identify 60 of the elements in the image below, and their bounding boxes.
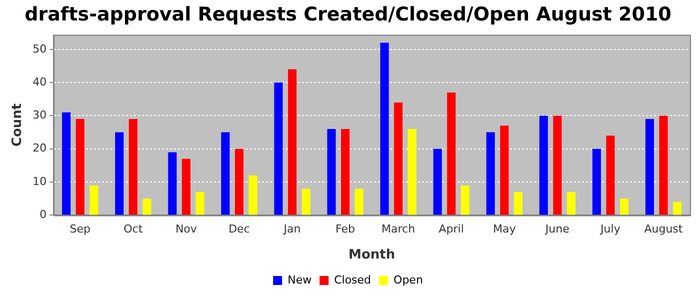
bar (539, 116, 548, 215)
x-tick-label: Sep (70, 222, 90, 236)
x-tick-label: August (644, 222, 684, 236)
y-tick-label: 50 (32, 42, 47, 56)
bar (394, 102, 403, 215)
x-tick-label: Dec (228, 222, 250, 236)
bar (354, 188, 364, 215)
bar (514, 192, 522, 215)
bar (620, 198, 629, 215)
x-tick-label: Oct (124, 222, 144, 236)
bar (248, 175, 258, 215)
legend-label: Open (394, 273, 423, 286)
bar (447, 92, 456, 215)
bar (288, 69, 297, 215)
x-tick-label: Jan (282, 222, 301, 236)
bar (168, 152, 177, 215)
x-tick-label: May (493, 222, 516, 236)
bar (221, 132, 230, 215)
x-tick-label: Feb (336, 222, 356, 236)
y-tick-label: 10 (32, 174, 47, 188)
x-tick-label: July (600, 222, 621, 236)
bar (76, 119, 84, 215)
bar (62, 112, 71, 215)
x-axis-title: Month (348, 248, 396, 263)
bar (566, 192, 576, 215)
bar (433, 148, 442, 215)
bar (182, 158, 190, 215)
y-tick-label: 20 (32, 142, 47, 155)
bar (115, 132, 124, 215)
bar (645, 119, 654, 215)
bar (659, 116, 668, 215)
x-tick-label: June (544, 222, 570, 236)
bar (128, 119, 138, 215)
y-axis-title: Count (10, 103, 26, 147)
bar (460, 185, 470, 215)
bar (196, 192, 204, 215)
chart-title: drafts-approval Requests Created/Closed/Open August 2010 (24, 3, 672, 26)
bar (327, 128, 336, 215)
bar (486, 132, 495, 215)
bar (142, 198, 152, 215)
x-tick-label: April (438, 222, 464, 236)
bar (553, 116, 562, 215)
legend-label: Closed (334, 273, 372, 286)
bar (408, 128, 416, 215)
y-tick-label: 40 (32, 75, 47, 88)
bar (592, 148, 601, 215)
bar (234, 148, 244, 215)
y-tick-label: 30 (32, 108, 47, 122)
bar (302, 188, 310, 215)
x-tick-label: March (382, 222, 416, 236)
y-tick-label: 0 (40, 208, 47, 222)
bar (274, 82, 283, 215)
bar (673, 202, 682, 215)
bar (500, 126, 509, 215)
x-tick-label: Nov (175, 222, 198, 236)
bar (380, 42, 389, 215)
legend-label: New (288, 273, 312, 286)
bar (90, 185, 98, 215)
bar (341, 128, 350, 215)
bar (606, 136, 615, 215)
